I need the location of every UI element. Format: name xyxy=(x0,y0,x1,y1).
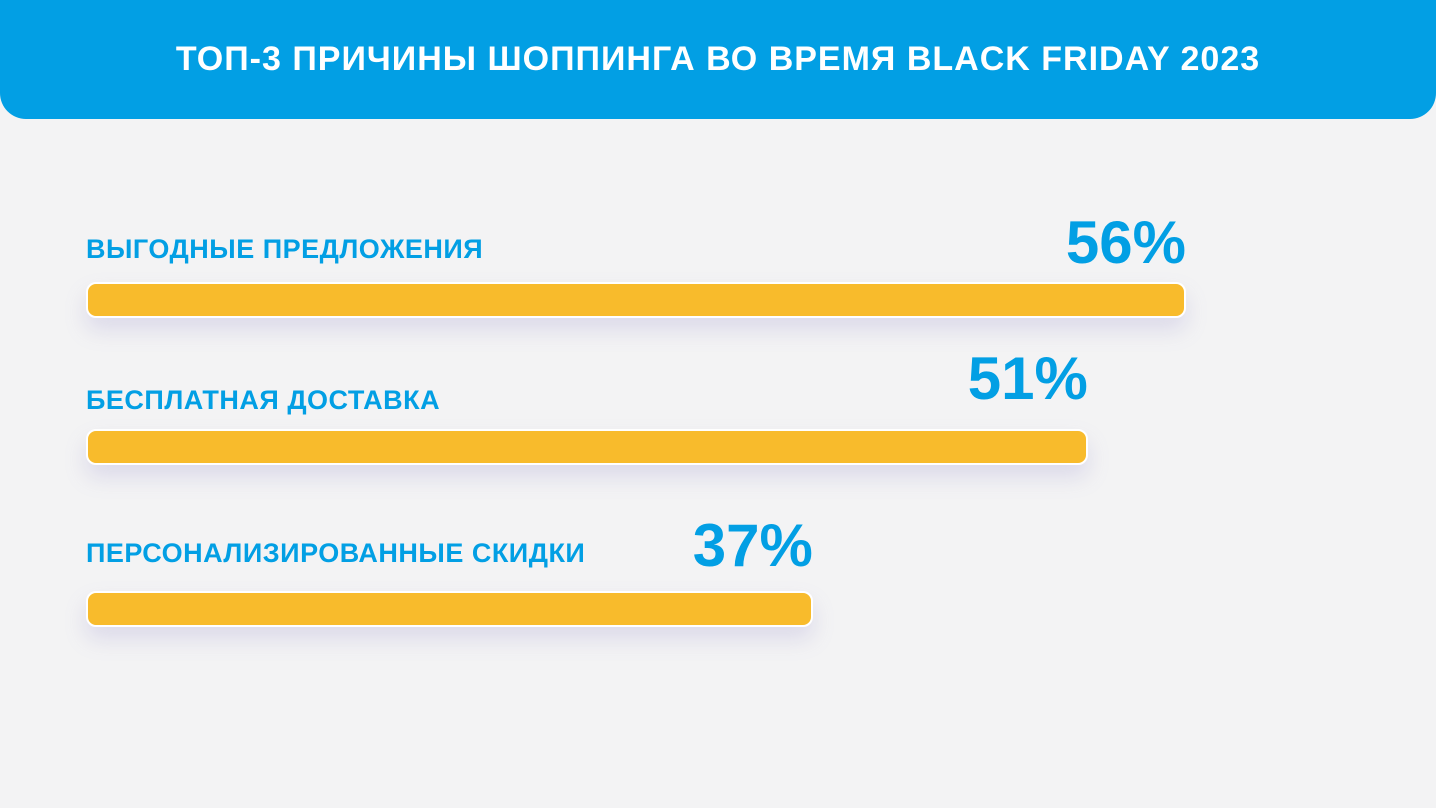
bar xyxy=(86,429,1088,465)
bar-category-label: ВЫГОДНЫЕ ПРЕДЛОЖЕНИЯ xyxy=(86,234,484,264)
bar xyxy=(86,591,813,627)
bar-value-label: 56% xyxy=(1065,209,1186,276)
bar-category-label: ПЕРСОНАЛИЗИРОВАННЫЕ СКИДКИ xyxy=(86,538,586,568)
header-banner: ТОП-3 ПРИЧИНЫ ШОППИНГА ВО ВРЕМЯ BLACK FR… xyxy=(0,0,1436,119)
page-title: ТОП-3 ПРИЧИНЫ ШОППИНГА ВО ВРЕМЯ BLACK FR… xyxy=(175,40,1261,78)
bar-category-label: БЕСПЛАТНАЯ ДОСТАВКА xyxy=(86,385,441,415)
bar xyxy=(86,282,1186,318)
bar-value-label: 51% xyxy=(967,345,1088,412)
bar-value-label: 37% xyxy=(692,512,813,579)
